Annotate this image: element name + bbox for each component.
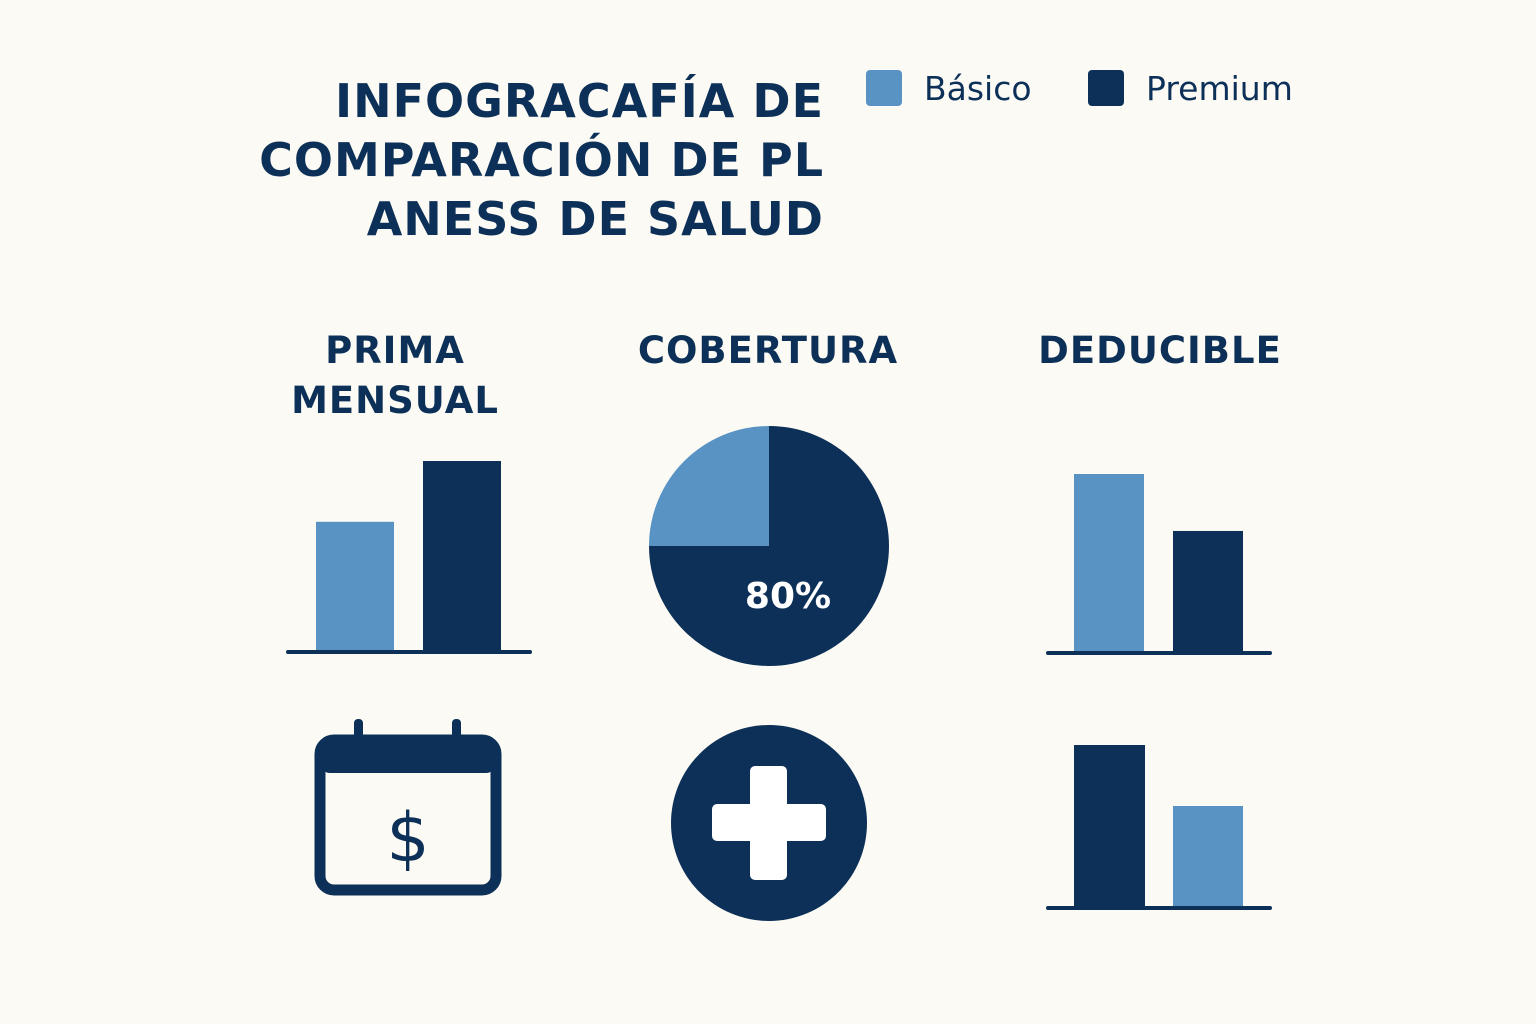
label-line: COBERTURA (637, 329, 899, 372)
bar-premium (423, 461, 501, 651)
label-line: DEDUCIBLE (1038, 329, 1282, 372)
legend-label: Básico (924, 68, 1032, 108)
medical-cross-icon (671, 725, 867, 921)
svg-text:$: $ (386, 799, 429, 878)
title-line: INFOGRACAFÍA DE (334, 74, 824, 128)
pie-slice-1 (649, 426, 889, 666)
legend-swatch-basico (866, 70, 902, 106)
label-line: PRIMA (325, 329, 465, 372)
prima-mensual-label: PRIMA MENSUAL (250, 326, 540, 426)
page-title: INFOGRACAFÍA DE COMPARACIÓN DE PL ANESS … (250, 72, 824, 249)
legend-swatch-premium (1088, 70, 1124, 106)
label-line: MENSUAL (291, 379, 499, 422)
pie-value-label: 80% (745, 576, 831, 617)
pie-slice-0 (649, 426, 769, 546)
title-line: ANESS DE SALUD (366, 192, 824, 246)
legend-item-basico: Básico (866, 68, 1032, 108)
bar-chart-icon (1046, 745, 1272, 910)
calendar-dollar-icon: $ (314, 719, 502, 896)
bar-premium (1173, 530, 1243, 652)
legend-item-premium: Premium (1088, 68, 1293, 108)
bar-bsico (1074, 474, 1144, 652)
cobertura-label: COBERTURA (608, 326, 928, 376)
deducible-label: DEDUCIBLE (1010, 326, 1310, 376)
legend-label: Premium (1146, 68, 1293, 108)
bar-bsico (316, 521, 394, 651)
prima-bar-chart (286, 461, 532, 654)
cobertura-pie-chart: 80% (649, 426, 889, 666)
title-line: COMPARACIÓN DE PL (259, 133, 824, 187)
deducible-bar-chart (1046, 474, 1272, 655)
